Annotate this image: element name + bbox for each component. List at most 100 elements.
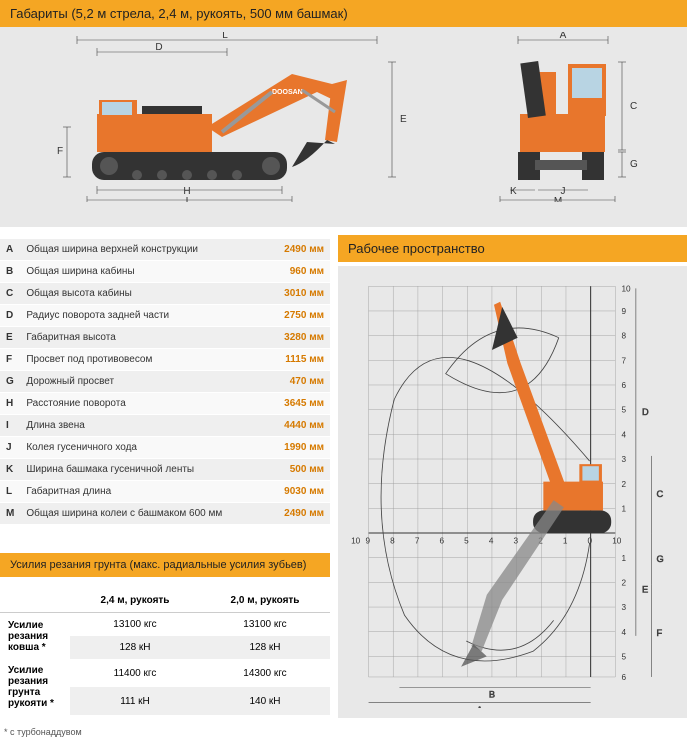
dim-key: C xyxy=(0,283,20,305)
svg-text:4: 4 xyxy=(489,536,494,545)
footnote: * с турбонаддувом xyxy=(0,727,330,737)
dim-value: 2490 мм xyxy=(260,239,330,261)
dim-key: I xyxy=(0,415,20,437)
svg-text:A: A xyxy=(477,705,484,708)
svg-text:8: 8 xyxy=(621,332,626,341)
dim-label: Расстояние поворота xyxy=(20,393,260,415)
dim-key: G xyxy=(0,371,20,393)
svg-text:F: F xyxy=(656,628,662,638)
svg-text:4: 4 xyxy=(621,628,626,637)
svg-text:1: 1 xyxy=(621,504,626,513)
force-val: 11400 кгс xyxy=(70,659,200,687)
dim-label: Колея гусеничного хода xyxy=(20,437,260,459)
svg-text:4: 4 xyxy=(621,430,626,439)
dim-key: K xyxy=(0,459,20,481)
dim-label: Общая высота кабины xyxy=(20,283,260,305)
force-label: Усилие резания ковша * xyxy=(0,613,70,660)
svg-text:M: M xyxy=(554,196,562,202)
table-row: DРадиус поворота задней части2750 мм xyxy=(0,305,330,327)
svg-text:5: 5 xyxy=(621,406,626,415)
dim-value: 1990 мм xyxy=(260,437,330,459)
svg-text:K: K xyxy=(510,186,517,197)
svg-text:E: E xyxy=(400,114,407,125)
table-row: Усилие резания ковша *13100 кгс13100 кгс xyxy=(0,613,330,637)
svg-text:8: 8 xyxy=(390,536,395,545)
svg-text:6: 6 xyxy=(621,673,626,682)
dim-key: D xyxy=(0,305,20,327)
header-title: Габариты (5,2 м стрела, 2,4 м, рукоять, … xyxy=(0,0,687,27)
force-val: 128 кН xyxy=(200,636,330,659)
svg-text:9: 9 xyxy=(621,307,626,316)
dim-value: 4440 мм xyxy=(260,415,330,437)
svg-text:L: L xyxy=(222,32,228,41)
svg-text:E: E xyxy=(642,585,648,595)
dim-key: J xyxy=(0,437,20,459)
workspace-diagram: 12345678910 123456 01234567891010 D C xyxy=(338,266,687,718)
dim-key: L xyxy=(0,481,20,503)
dim-label: Общая ширина верхней конструкции xyxy=(20,239,260,261)
force-val: 13100 кгс xyxy=(200,613,330,637)
dim-value: 470 мм xyxy=(260,371,330,393)
force-table: 2,4 м, рукоять 2,0 м, рукоять Усилие рез… xyxy=(0,589,330,715)
dim-value: 1115 мм xyxy=(260,349,330,371)
svg-text:A: A xyxy=(560,32,567,41)
table-row: BОбщая ширина кабины960 мм xyxy=(0,261,330,283)
excavator-front-view: A C G K J M xyxy=(480,32,640,202)
svg-text:10: 10 xyxy=(621,284,631,293)
table-row: JКолея гусеничного хода1990 мм xyxy=(0,437,330,459)
dim-value: 960 мм xyxy=(260,261,330,283)
dim-value: 9030 мм xyxy=(260,481,330,503)
force-val: 128 кН xyxy=(70,636,200,659)
dim-label: Ширина башмака гусеничной ленты xyxy=(20,459,260,481)
dim-key: F xyxy=(0,349,20,371)
dim-label: Габаритная высота xyxy=(20,327,260,349)
table-row: Усилие резания грунта рукояти *11400 кгс… xyxy=(0,659,330,687)
svg-text:B: B xyxy=(489,690,495,700)
svg-text:5: 5 xyxy=(464,536,469,545)
svg-text:1: 1 xyxy=(563,536,568,545)
svg-text:0: 0 xyxy=(588,536,593,545)
table-row: LГабаритная длина9030 мм xyxy=(0,481,330,503)
table-row: HРасстояние поворота3645 мм xyxy=(0,393,330,415)
table-row: CОбщая высота кабины3010 мм xyxy=(0,283,330,305)
svg-text:3: 3 xyxy=(621,455,626,464)
dim-label: Радиус поворота задней части xyxy=(20,305,260,327)
svg-text:C: C xyxy=(630,101,637,112)
svg-text:F: F xyxy=(57,146,63,157)
dim-value: 3010 мм xyxy=(260,283,330,305)
dimension-diagram: L D E F H I DOOSAN xyxy=(0,27,687,227)
svg-text:3: 3 xyxy=(621,603,626,612)
force-section-title: Усилия резания грунта (макс. радиальные … xyxy=(0,553,330,577)
svg-text:7: 7 xyxy=(621,356,626,365)
dim-value: 2490 мм xyxy=(260,503,330,525)
force-val: 13100 кгс xyxy=(70,613,200,637)
table-row: KШирина башмака гусеничной ленты500 мм xyxy=(0,459,330,481)
dim-value: 3280 мм xyxy=(260,327,330,349)
dim-value: 2750 мм xyxy=(260,305,330,327)
force-col1: 2,4 м, рукоять xyxy=(70,589,200,613)
svg-text:D: D xyxy=(642,407,649,417)
svg-text:7: 7 xyxy=(415,536,420,545)
svg-text:D: D xyxy=(155,42,162,53)
table-row: GДорожный просвет470 мм xyxy=(0,371,330,393)
svg-text:2: 2 xyxy=(621,578,626,587)
svg-text:DOOSAN: DOOSAN xyxy=(272,89,303,96)
right-column: Рабочее пространство 1 2 3 4 5 6 7 xyxy=(338,235,687,718)
dim-key: A xyxy=(0,239,20,261)
svg-text:G: G xyxy=(656,554,663,564)
svg-text:C: C xyxy=(656,489,663,499)
table-row: MОбщая ширина колеи с башмаком 600 мм249… xyxy=(0,503,330,525)
dim-label: Общая ширина колеи с башмаком 600 мм xyxy=(20,503,260,525)
svg-text:G: G xyxy=(630,159,638,170)
workspace-title: Рабочее пространство xyxy=(338,235,687,262)
force-label: Усилие резания грунта рукояти * xyxy=(0,659,70,715)
dim-key: H xyxy=(0,393,20,415)
dim-label: Общая ширина кабины xyxy=(20,261,260,283)
dim-value: 500 мм xyxy=(260,459,330,481)
dim-label: Дорожный просвет xyxy=(20,371,260,393)
svg-text:I: I xyxy=(185,196,188,202)
dim-key: E xyxy=(0,327,20,349)
table-row: FПросвет под противовесом1115 мм xyxy=(0,349,330,371)
dim-key: B xyxy=(0,261,20,283)
table-row: EГабаритная высота3280 мм xyxy=(0,327,330,349)
